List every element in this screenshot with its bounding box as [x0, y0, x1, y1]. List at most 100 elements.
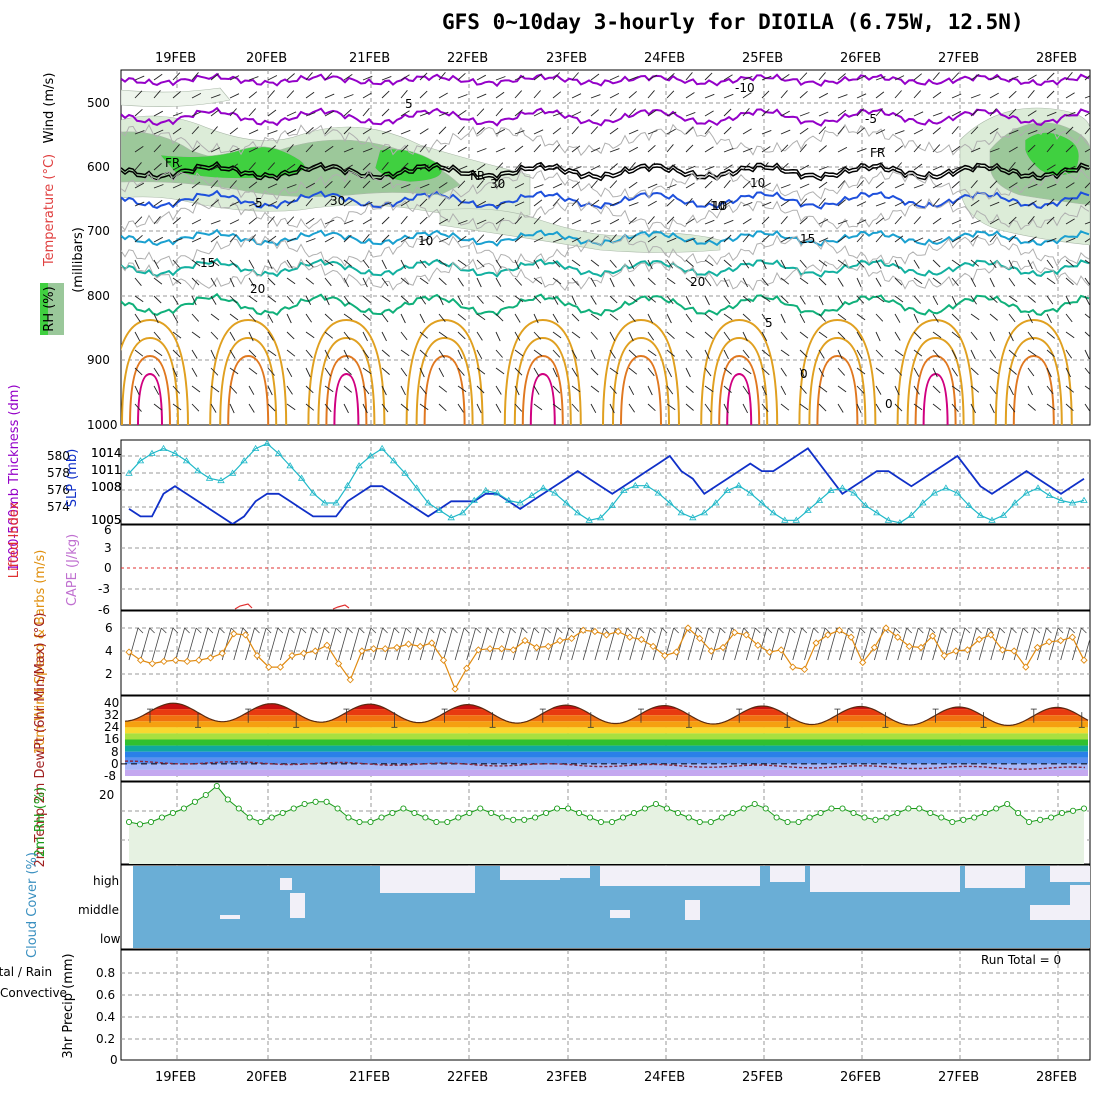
wind10-barb-tick: [219, 627, 225, 634]
thickness-point: [309, 489, 317, 496]
wind-barb: [837, 385, 847, 393]
wind10-barb: [955, 627, 966, 661]
wind10-point: [882, 624, 890, 632]
wind-barb: [134, 295, 144, 303]
thickness-point: [781, 516, 789, 523]
warm-isotherm: [529, 372, 556, 425]
wind-barb: [1027, 313, 1033, 324]
rh2m-point: [1069, 807, 1077, 814]
wind-barb: [533, 385, 540, 395]
wind-barb: [1084, 385, 1090, 391]
wind10-point: [416, 642, 424, 651]
wind-barb: [286, 259, 293, 269]
wind-barb: [932, 295, 939, 306]
date-label-bottom: 23FEB: [546, 1070, 587, 1085]
wind10-point: [917, 643, 925, 652]
wind-barb: [495, 403, 502, 413]
wind-barb: [856, 180, 864, 189]
warm-isotherm: [121, 318, 189, 425]
wind-barb: [533, 403, 543, 411]
wind-barb: [172, 349, 181, 358]
wind10-barb: [1037, 627, 1047, 661]
wind-barb: [685, 277, 694, 285]
wind-barb: [267, 313, 274, 323]
wind-barb: [742, 75, 753, 81]
wind10-point: [824, 631, 832, 639]
slp-tick-label: 1005: [91, 513, 122, 527]
wind-barb: [457, 94, 468, 99]
wind-barb: [666, 111, 677, 117]
wind-barb: [685, 72, 693, 81]
wind-barb: [723, 219, 734, 225]
wind-barb: [552, 313, 559, 323]
thickness-point: [125, 469, 133, 476]
cape-lifted-index-panel: [121, 567, 1090, 610]
wind-barb: [856, 331, 863, 341]
slp-tick-label: 1014: [91, 446, 122, 460]
upper-tick-label: 700: [87, 224, 110, 238]
wind-barb: [191, 111, 202, 117]
ylabel-millibars: (millibars): [71, 227, 86, 293]
wind-barb: [286, 367, 293, 378]
wind-barb: [856, 108, 865, 117]
cloud-level-label: low: [100, 932, 121, 946]
wind-barb: [647, 216, 655, 225]
temp-band: [125, 727, 1088, 734]
wind-barb: [552, 277, 562, 285]
wind-barb: [1046, 183, 1057, 189]
wind-barb: [799, 238, 810, 243]
contour-label: 20: [690, 275, 705, 289]
thickness-point: [850, 489, 858, 496]
wind10-barb: [582, 627, 593, 661]
wind-barb: [153, 73, 163, 81]
wind-barb: [837, 109, 847, 117]
wind10-barb: [524, 627, 535, 661]
wind10-point: [160, 657, 168, 666]
wind10-barb: [233, 627, 244, 661]
wind10-point: [730, 628, 739, 637]
wind10-point: [544, 642, 552, 651]
wind-barb: [856, 403, 862, 414]
wind-barb: [609, 295, 618, 304]
wind-barb: [210, 403, 217, 413]
wind-barb: [989, 331, 995, 342]
wind-barb: [894, 313, 901, 323]
rh2m-point: [213, 782, 220, 790]
wind10-point: [230, 630, 238, 638]
wind10-barb: [419, 627, 430, 661]
wind-barb: [666, 313, 672, 324]
wind-barb: [419, 72, 428, 81]
wind-barb: [894, 130, 905, 135]
contour-label: 0: [885, 397, 893, 411]
warm-isotherm: [726, 372, 753, 425]
wind-barb: [647, 90, 655, 99]
wind-barb: [229, 180, 237, 189]
wind-barb: [248, 259, 255, 269]
rh2m-point: [521, 816, 528, 823]
wind-barb: [666, 385, 674, 395]
wind10-barb-tick: [149, 627, 155, 634]
wind-barb: [1027, 183, 1038, 189]
wind10-barb-tick: [964, 627, 971, 634]
wind10-barb-tick: [533, 627, 540, 634]
slp-tick-label: 1008: [91, 480, 122, 494]
wind10-barb: [489, 627, 500, 661]
wind-barb: [951, 181, 960, 189]
panel-frame-precip: [120, 949, 1091, 1061]
wind-barb: [742, 180, 751, 189]
wind-barb: [191, 166, 202, 171]
wind-barb: [571, 198, 580, 207]
wind10-barb: [151, 627, 162, 661]
wind-barb: [1027, 200, 1037, 207]
wind10-barb: [874, 627, 884, 661]
wind-barb: [666, 349, 675, 357]
wind-barb: [970, 180, 978, 189]
wind-barb: [324, 180, 333, 189]
rh2m-point: [224, 796, 231, 803]
wind-barb: [381, 403, 389, 413]
wind-barb: [628, 234, 637, 243]
wind-barb: [780, 313, 786, 324]
thickness-point: [251, 444, 260, 451]
wind-barb: [191, 198, 199, 207]
wind-barb: [799, 277, 809, 285]
